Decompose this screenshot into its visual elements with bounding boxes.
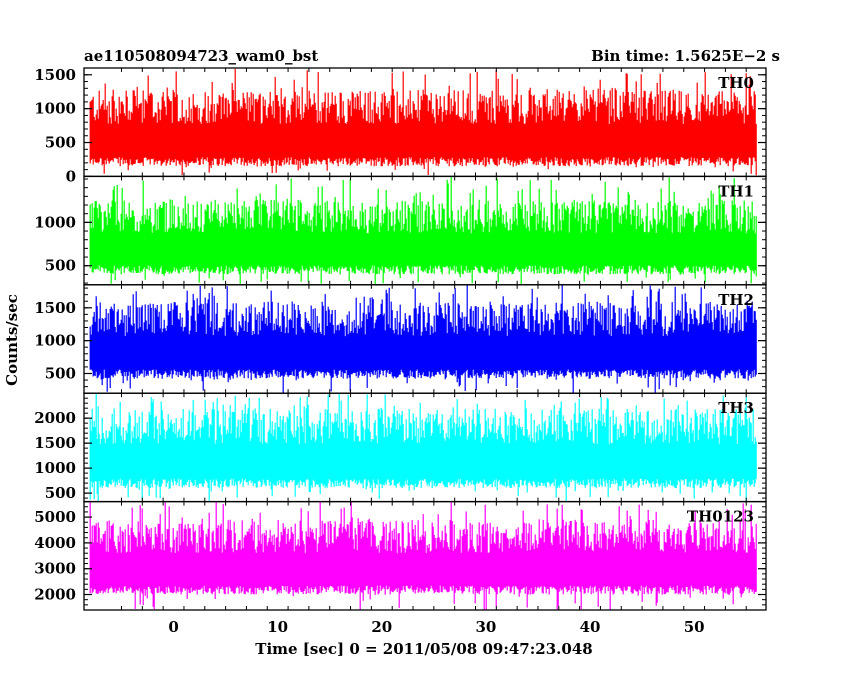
y-tick-label: 1000 <box>34 213 76 231</box>
obs-id-label: ae110508094723_wam0_bst <box>84 47 318 65</box>
x-tick-label: 0 <box>168 618 178 636</box>
series-th2 <box>89 285 757 393</box>
y-tick-label: 500 <box>45 364 76 382</box>
panel-th1: 500 1000 TH1 <box>34 175 767 286</box>
x-axis-label: Time [sec] 0 = 2011/05/08 09:47:23.048 <box>255 640 592 658</box>
y-tick-label: 1000 <box>34 332 76 350</box>
panel-frame <box>83 500 767 611</box>
x-tick-label: 40 <box>580 618 601 636</box>
panel-label: TH3 <box>718 399 754 417</box>
x-tick-label: 30 <box>475 618 496 636</box>
x-tick-label: 10 <box>267 618 288 636</box>
panel-th3: 500 1000 1500 2000 TH3 <box>34 392 767 503</box>
series-th0123 <box>89 501 757 610</box>
y-tick-label: 2000 <box>34 586 76 604</box>
bin-time-label: Bin time: 1.5625E−2 s <box>591 47 780 65</box>
x-tick-label: 50 <box>684 618 705 636</box>
y-tick-label: 500 <box>45 134 76 152</box>
panel-label: TH0 <box>718 74 754 92</box>
x-tick-label: 20 <box>371 618 392 636</box>
series-th3 <box>89 393 757 502</box>
panel-th2: 500 1000 1500 TH2 <box>34 284 767 394</box>
panel-th0: 0 500 1000 1500 TH0 <box>34 66 767 185</box>
panel-label: TH2 <box>718 291 754 309</box>
panel-label: TH1 <box>718 182 754 200</box>
y-tick-label: 5000 <box>34 508 76 526</box>
y-tick-label: 3000 <box>34 560 76 578</box>
y-tick-label: 1000 <box>34 459 76 477</box>
y-tick-label: 1500 <box>34 299 76 317</box>
y-tick-label: 500 <box>45 257 76 275</box>
y-tick-label: 4000 <box>34 534 76 552</box>
series-th0 <box>89 68 757 176</box>
y-tick-label: 2000 <box>34 409 76 427</box>
y-tick-label: 1500 <box>34 434 76 452</box>
x-axis: 0 10 20 30 40 50 <box>168 618 704 636</box>
panel-label: TH0123 <box>687 508 754 526</box>
y-axis-label: Counts/sec <box>3 294 21 386</box>
y-tick-label: 500 <box>45 484 76 502</box>
y-tick-label: 1000 <box>34 100 76 118</box>
panel-th0123: 2000 3000 4000 5000 TH0123 <box>34 500 767 611</box>
series-th1 <box>89 177 757 285</box>
y-tick-label: 0 <box>66 167 76 185</box>
y-tick-label: 1500 <box>34 66 76 84</box>
